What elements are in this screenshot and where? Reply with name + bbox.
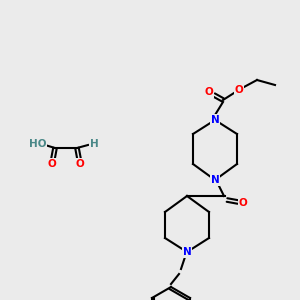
Text: N: N: [211, 175, 219, 185]
Text: O: O: [76, 159, 84, 169]
Text: O: O: [205, 87, 213, 97]
Text: HO: HO: [29, 139, 47, 149]
Text: N: N: [183, 247, 191, 257]
Text: N: N: [211, 115, 219, 125]
Text: H: H: [90, 139, 98, 149]
Text: O: O: [48, 159, 56, 169]
Text: O: O: [235, 85, 243, 95]
Text: O: O: [238, 198, 247, 208]
